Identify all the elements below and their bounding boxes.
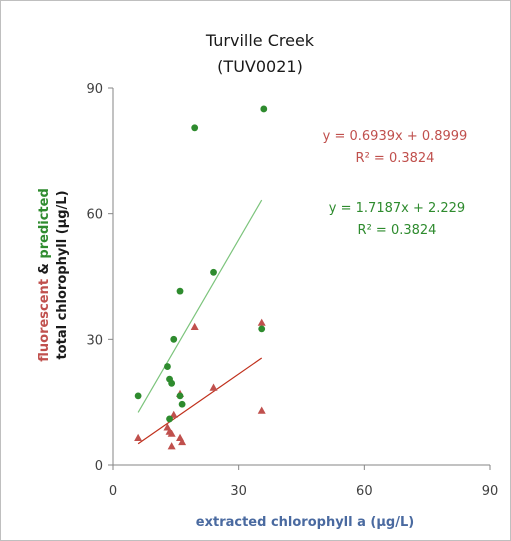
red-data-point — [169, 410, 178, 418]
svg-text:fluorescent & predicted: fluorescent & predicted — [37, 188, 52, 362]
red-fit-equation: y = 0.6939x + 0.8999 — [323, 129, 468, 144]
green-data-point — [178, 400, 186, 408]
green-data-point — [168, 379, 176, 387]
red-data-point — [190, 322, 199, 330]
red-fit-r2: R² = 0.3824 — [356, 151, 435, 166]
y-label-predicted: predicted — [37, 188, 52, 258]
green-data-point — [166, 415, 173, 423]
green-data-point — [260, 105, 268, 113]
x-tick-label: 30 — [230, 484, 247, 499]
y-tick-label: 60 — [86, 208, 103, 223]
y-tick-label: 90 — [86, 82, 103, 97]
green-data-point — [191, 124, 199, 132]
green-data-point — [134, 392, 142, 400]
green-data-point — [170, 335, 178, 343]
red-trendline — [137, 357, 263, 445]
green-data-point — [176, 287, 184, 295]
red-data-point — [209, 383, 218, 391]
y-label-fluorescent: fluorescent — [37, 279, 52, 362]
x-axis-label: extracted chlorophyll a (µg/L) — [196, 515, 414, 530]
red-data-point — [167, 442, 176, 450]
y-label-line2: total chlorophyll (µg/L) — [55, 190, 70, 359]
x-tick-label: 60 — [356, 484, 373, 499]
green-data-point — [258, 325, 266, 333]
green-fit-equation: y = 1.7187x + 2.229 — [329, 201, 465, 216]
red-data-point — [134, 433, 143, 441]
y-tick-label: 0 — [95, 459, 103, 474]
green-data-point — [164, 363, 171, 370]
green-data-point — [176, 392, 184, 400]
plot-marks — [134, 105, 268, 450]
red-data-point — [257, 318, 266, 326]
x-tick-label: 90 — [482, 484, 499, 499]
chart-subtitle: (TUV0021) — [217, 57, 303, 76]
red-data-point — [257, 406, 266, 414]
y-label-ampersand: & — [37, 259, 52, 279]
red-data-point — [178, 437, 187, 446]
green-fit-r2: R² = 0.3824 — [358, 223, 437, 238]
green-data-point — [210, 268, 217, 276]
y-tick-label: 30 — [86, 333, 103, 348]
x-tick-label: 0 — [109, 484, 117, 499]
chart-title: Turville Creek — [205, 31, 315, 50]
green-trendline — [137, 199, 263, 413]
red-data-point — [167, 429, 176, 437]
y-axis-label: fluorescent & predicted total chlorophyl… — [37, 188, 70, 362]
plot-axes: 0 30 60 90 0 30 60 90 — [86, 82, 498, 499]
